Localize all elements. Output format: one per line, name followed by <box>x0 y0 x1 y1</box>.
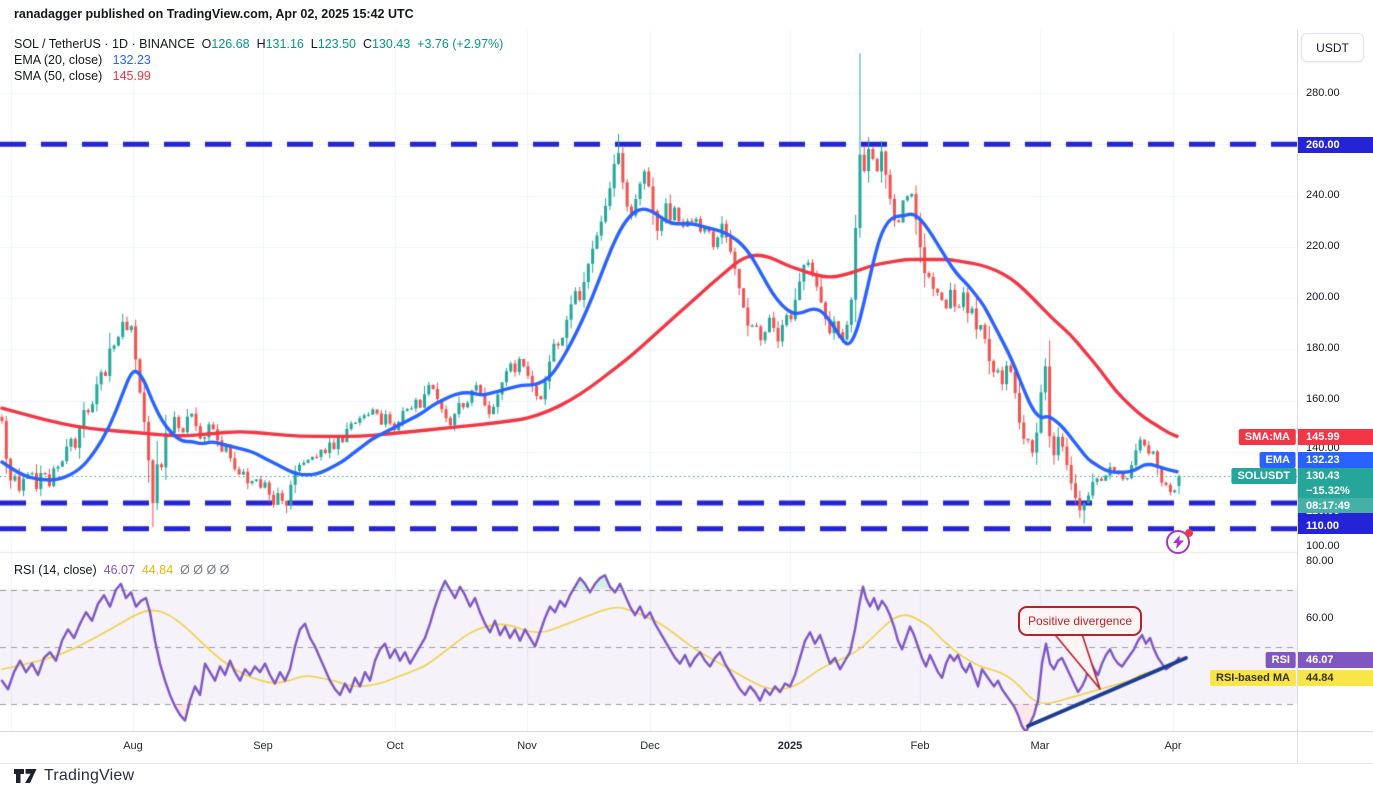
flash-circle <box>1166 530 1190 554</box>
change-percent: −15.32% <box>1298 483 1373 498</box>
symbol-legend[interactable]: SOL / TetherUS · 1D · BINANCE O126.68 H1… <box>14 36 503 84</box>
change-value: +3.76 (+2.97%) <box>417 37 504 51</box>
separator-dot2: · <box>131 37 136 51</box>
price-badge: 260.00 <box>1298 137 1373 153</box>
sma-row[interactable]: SMA (50, close) 145.99 <box>14 68 503 84</box>
published-line: ranadagger published on TradingView.com,… <box>14 7 414 21</box>
rsi-label[interactable]: RSI (14, close) <box>14 563 97 577</box>
separator-dot: · <box>104 37 109 51</box>
indicator-tag: SMA:MA <box>1238 429 1296 445</box>
symbol-name[interactable]: SOL / TetherUS <box>14 37 101 51</box>
axis-tick: 160.00 <box>1306 393 1340 405</box>
price-badge: 110.00 <box>1298 518 1373 534</box>
rsi-empty-values: Ø Ø Ø Ø <box>180 563 230 577</box>
high-label: H <box>256 37 266 51</box>
ema-value: 132.23 <box>112 53 151 67</box>
axis-tick: 80.00 <box>1306 555 1334 567</box>
axis-corner-line <box>1297 731 1298 762</box>
time-axis-label: Nov <box>517 740 537 752</box>
positive-divergence-callout[interactable]: Positive divergence <box>1018 606 1142 636</box>
close-value: 130.43 <box>371 37 411 51</box>
price-axis[interactable]: 280.00 240.00 220.00 200.00 180.00 160.00 140.… <box>1297 30 1373 731</box>
axis-tick: 280.00 <box>1306 87 1340 99</box>
ema-row[interactable]: EMA (20, close) 132.23 <box>14 52 503 68</box>
currency-toggle-button[interactable]: USDT <box>1301 33 1364 62</box>
footer: TradingView <box>14 767 134 785</box>
indicator-tag: SOLUSDT <box>1231 468 1296 484</box>
last-price: 130.43 <box>1298 468 1373 483</box>
rsi-legend[interactable]: RSI (14, close) 46.07 44.84 Ø Ø Ø Ø <box>14 563 229 577</box>
time-axis-label: Feb <box>910 740 930 752</box>
high-value: 131.16 <box>265 37 304 51</box>
open-label: O <box>201 37 212 51</box>
time-axis-label: 2025 <box>777 740 803 752</box>
time-axis-label: Oct <box>386 740 404 752</box>
time-axis-label: Sep <box>253 740 273 752</box>
axis-tick: 220.00 <box>1306 240 1340 252</box>
flash-ideas-button[interactable] <box>1166 529 1193 556</box>
indicator-tag: RSI <box>1265 652 1296 668</box>
tradingview-logo-text: TradingView <box>44 767 135 784</box>
time-axis-label: Dec <box>640 740 660 752</box>
lightning-icon <box>1172 535 1184 549</box>
axis-tick: 180.00 <box>1306 342 1340 354</box>
sma-label[interactable]: SMA (50, close) <box>14 69 103 83</box>
symbol-price-badge: 130.43 −15.32% 08:17:49 <box>1298 468 1373 513</box>
low-label: L <box>310 37 318 51</box>
time-axis-label: Mar <box>1030 740 1050 752</box>
axis-tick: 140.00 <box>1306 442 1340 454</box>
axis-tick: 200.00 <box>1306 291 1340 303</box>
exchange-label[interactable]: BINANCE <box>139 37 195 51</box>
interval-label[interactable]: 1D <box>112 37 128 51</box>
time-axis-label: Aug <box>123 740 143 752</box>
close-label: C <box>362 37 372 51</box>
notification-dot <box>1185 529 1193 537</box>
price-badge: 132.23 <box>1298 452 1373 468</box>
rsi-value: 46.07 <box>103 563 135 577</box>
indicator-tag: EMA <box>1259 452 1296 468</box>
price-badge: 46.07 <box>1298 652 1373 668</box>
ema-label[interactable]: EMA (20, close) <box>14 53 103 67</box>
sma-value: 145.99 <box>112 69 151 83</box>
axis-tick: 100.00 <box>1306 540 1340 552</box>
indicator-tag: RSI-based MA <box>1210 670 1296 686</box>
time-axis[interactable]: Aug Sep Oct Nov Dec 2025 Feb Mar Apr <box>0 731 1373 764</box>
axis-tick: 240.00 <box>1306 189 1340 201</box>
time-axis-label: Apr <box>1164 740 1182 752</box>
price-badge: 44.84 <box>1298 670 1373 686</box>
price-badge: 145.99 <box>1298 429 1373 445</box>
open-value: 126.68 <box>211 37 250 51</box>
bar-countdown: 08:17:49 <box>1298 498 1373 513</box>
low-value: 123.50 <box>317 37 356 51</box>
tradingview-logo-icon <box>14 769 37 783</box>
rsi-ma-value: 44.84 <box>141 563 174 577</box>
symbol-row[interactable]: SOL / TetherUS · 1D · BINANCE O126.68 H1… <box>14 36 503 52</box>
axis-tick: 60.00 <box>1306 612 1334 624</box>
